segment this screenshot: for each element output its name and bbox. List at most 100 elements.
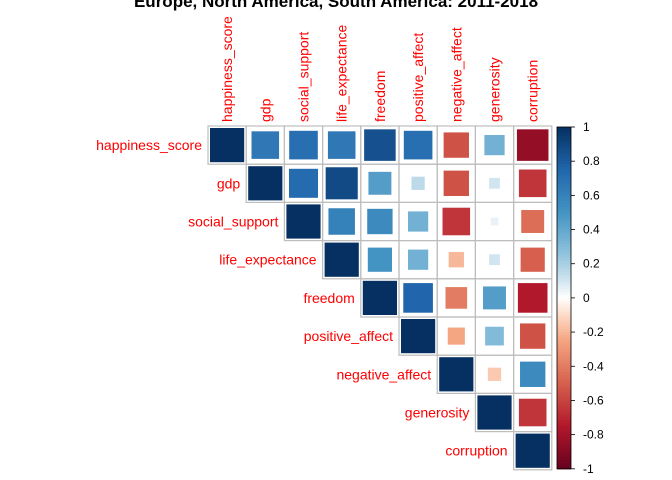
colorbar-segment bbox=[557, 303, 571, 308]
corr-cell-happiness_score-social_support bbox=[289, 130, 318, 160]
colorbar-segment bbox=[557, 223, 571, 228]
colorbar-segment bbox=[557, 420, 571, 424]
corr-cell-positive_affect-generosity bbox=[485, 326, 504, 346]
colorbar-segment bbox=[557, 181, 571, 185]
colorbar-segment bbox=[557, 183, 571, 188]
corr-cell-social_support-freedom bbox=[367, 208, 393, 235]
colorbar-segment bbox=[557, 243, 571, 248]
corr-cell-gdp-positive_affect bbox=[411, 176, 425, 190]
colorbar-segment bbox=[557, 434, 571, 439]
colorbar-segment bbox=[557, 132, 571, 137]
colorbar-segment bbox=[557, 354, 571, 359]
colorbar-segment bbox=[557, 283, 571, 288]
colorbar-tick-label: 0.2 bbox=[583, 257, 600, 271]
colorbar-segment bbox=[557, 152, 571, 157]
corr-cell-happiness_score-gdp bbox=[251, 131, 280, 159]
colorbar-segment bbox=[557, 246, 571, 251]
colorbar-tick-label: 0 bbox=[583, 291, 590, 305]
colorbar-segment bbox=[557, 326, 571, 330]
colorbar-segment bbox=[557, 260, 571, 265]
colorbar-segment bbox=[557, 394, 571, 399]
colorbar-segment bbox=[557, 175, 571, 179]
colorbar-segment bbox=[557, 192, 571, 196]
column-label: happiness_score bbox=[219, 16, 235, 122]
corr-cell-freedom-generosity bbox=[483, 286, 506, 310]
row-label: freedom bbox=[303, 290, 354, 306]
corr-cell-positive_affect-corruption bbox=[520, 323, 546, 349]
colorbar-segment bbox=[557, 269, 571, 273]
colorbar-segment bbox=[557, 349, 571, 353]
colorbar-segment bbox=[557, 346, 571, 350]
colorbar-segment bbox=[557, 454, 571, 459]
colorbar-segment bbox=[557, 363, 571, 367]
colorbar-segment bbox=[557, 146, 571, 151]
column-label: life_expectance bbox=[334, 24, 350, 122]
corr-cell-happiness_score-happiness_score bbox=[210, 128, 245, 163]
colorbar-segment bbox=[557, 286, 571, 290]
corr-cell-generosity-corruption bbox=[518, 398, 547, 427]
corr-cell-life_expectance-corruption bbox=[520, 247, 545, 272]
colorbar-segment bbox=[557, 309, 571, 313]
colorbar-segment bbox=[557, 297, 571, 302]
colorbar-segment bbox=[557, 440, 571, 444]
colorbar-tick-label: -1 bbox=[583, 462, 594, 476]
colorbar-segment bbox=[557, 343, 571, 347]
colorbar-segment bbox=[557, 374, 571, 379]
colorbar-segment bbox=[557, 172, 571, 177]
colorbar-tick-label: 0.4 bbox=[583, 223, 600, 237]
corr-cell-negative_affect-generosity bbox=[487, 367, 502, 381]
chart-title: Europe, North America, South America: 20… bbox=[134, 0, 538, 11]
colorbar-segment bbox=[557, 323, 571, 327]
colorbar-segment bbox=[557, 289, 571, 293]
colorbar-segment bbox=[557, 226, 571, 231]
corr-cell-life_expectance-life_expectance bbox=[324, 242, 359, 277]
corr-cell-happiness_score-generosity bbox=[484, 134, 505, 156]
colorbar-segment bbox=[557, 220, 571, 225]
corr-cell-gdp-generosity bbox=[489, 177, 500, 189]
cell-border bbox=[512, 431, 553, 471]
colorbar-segment bbox=[557, 215, 571, 219]
colorbar-segment bbox=[557, 292, 571, 296]
colorbar-segment bbox=[557, 263, 571, 268]
colorbar-segment bbox=[557, 426, 571, 430]
label-layer: happiness_score gdp social_support life_exp… bbox=[96, 16, 541, 459]
colorbar-segment bbox=[557, 340, 571, 345]
colorbar-segment bbox=[557, 332, 571, 336]
colorbar-segment bbox=[557, 312, 571, 316]
colorbar-segment bbox=[557, 127, 571, 131]
colorbar-segment bbox=[557, 249, 571, 253]
corr-cell-negative_affect-negative_affect bbox=[439, 357, 474, 392]
colorbar-segment bbox=[557, 169, 571, 174]
colorbar-segment bbox=[557, 198, 571, 202]
corr-cell-life_expectance-positive_affect bbox=[407, 249, 429, 270]
colorbar-tick-label: 0.8 bbox=[583, 154, 600, 168]
row-label: corruption bbox=[445, 443, 507, 459]
colorbar-segment bbox=[557, 460, 571, 464]
colorbar-segment bbox=[557, 235, 571, 239]
colorbar-segment bbox=[557, 431, 571, 436]
cell-layer bbox=[210, 128, 550, 468]
row-label: life_expectance bbox=[219, 252, 317, 268]
corr-cell-negative_affect-corruption bbox=[520, 361, 546, 387]
colorbar-segment bbox=[557, 357, 571, 362]
colorbar-segment bbox=[557, 423, 571, 427]
colorbar-segment bbox=[557, 266, 571, 271]
colorbar-segment bbox=[557, 144, 571, 148]
colorbar-segment bbox=[557, 232, 571, 236]
colorbar-segment bbox=[557, 443, 571, 447]
colorbar-segment bbox=[557, 138, 571, 142]
colorbar-segment bbox=[557, 201, 571, 205]
column-label: freedom bbox=[372, 71, 388, 122]
colorbar-segment bbox=[557, 164, 571, 168]
colorbar-segment bbox=[557, 360, 571, 365]
grid-layer bbox=[207, 125, 553, 471]
corr-cell-gdp-freedom bbox=[368, 171, 392, 195]
corr-cell-social_support-generosity bbox=[490, 217, 499, 226]
colorbar-segment bbox=[557, 397, 571, 402]
colorbar-segment bbox=[557, 155, 571, 159]
column-label: gdp bbox=[257, 98, 273, 122]
colorbar-segment bbox=[557, 166, 571, 171]
colorbar-tick-label: -0.4 bbox=[583, 359, 604, 373]
colorbar-segment bbox=[557, 334, 571, 339]
column-label: positive_affect bbox=[410, 33, 426, 122]
